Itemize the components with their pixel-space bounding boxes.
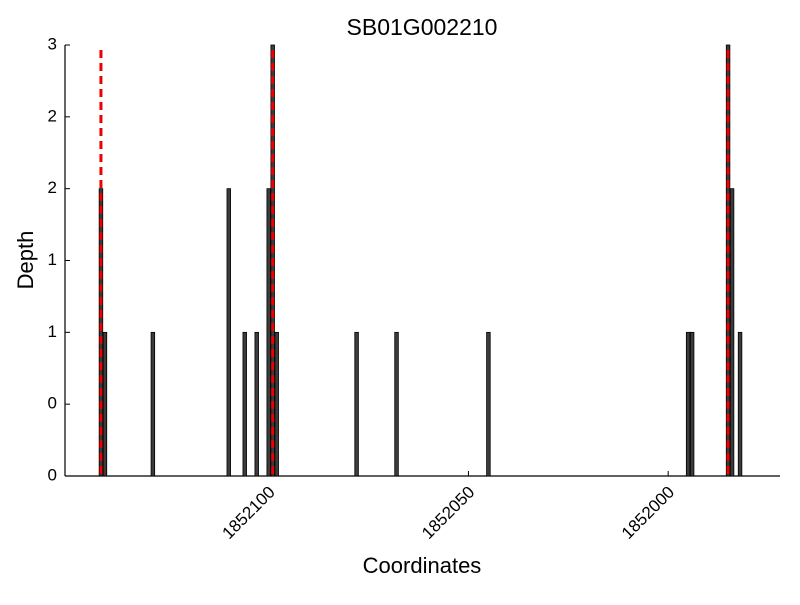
bar bbox=[266, 188, 271, 477]
x-tick-label: 1852000 bbox=[618, 483, 678, 543]
x-tick-label: 1852100 bbox=[218, 483, 278, 543]
bar bbox=[685, 331, 691, 477]
bar bbox=[226, 188, 231, 477]
y-tick-label: 2 bbox=[48, 106, 57, 125]
bar bbox=[486, 331, 491, 477]
bar bbox=[254, 331, 259, 477]
y-tick-label: 2 bbox=[48, 178, 57, 197]
bar bbox=[150, 331, 156, 477]
y-axis-label: Depth bbox=[13, 231, 38, 290]
bar bbox=[689, 331, 695, 477]
bar bbox=[102, 331, 108, 477]
y-tick-label: 1 bbox=[48, 250, 57, 269]
x-tick-label: 1852050 bbox=[418, 483, 478, 543]
bar bbox=[242, 331, 247, 477]
bar bbox=[737, 331, 743, 477]
bar bbox=[354, 331, 359, 477]
y-tick-label: 0 bbox=[48, 394, 57, 413]
chart-title: SB01G002210 bbox=[347, 14, 498, 40]
y-tick-label: 0 bbox=[48, 465, 57, 484]
y-tick-label: 1 bbox=[48, 322, 57, 341]
bar bbox=[274, 331, 279, 477]
x-axis-label: Coordinates bbox=[363, 553, 482, 578]
bar bbox=[729, 188, 735, 477]
bar bbox=[394, 331, 399, 477]
y-tick-label: 3 bbox=[48, 34, 57, 53]
